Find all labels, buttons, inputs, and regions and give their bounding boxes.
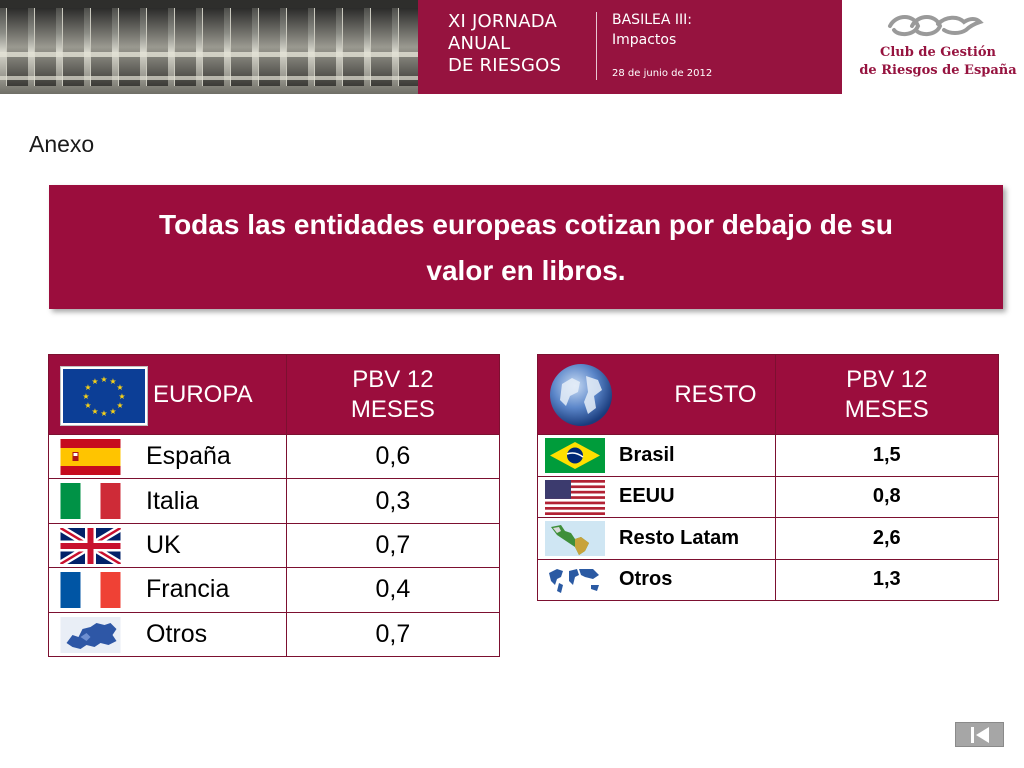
pbv-header-line: PBV 12: [846, 365, 928, 393]
spain-flag-icon: [60, 439, 121, 475]
svg-text:★: ★: [91, 377, 98, 386]
resto-pbv-table: RESTO PBV 12 MESES Brasil 1,5: [537, 354, 1000, 601]
first-slide-icon: [970, 727, 989, 743]
table-header-row: ★ ★ ★ ★ ★ ★ ★ ★ ★ ★ ★ ★ EUROPA PBV 12 MESES: [48, 354, 501, 435]
svg-text:★: ★: [91, 407, 98, 416]
svg-text:★: ★: [100, 409, 107, 418]
country-cell: EEUU: [537, 475, 776, 518]
pbv-header-cell: PBV 12 MESES: [285, 354, 501, 435]
headline-line: Todas las entidades europeas cotizan por…: [159, 209, 893, 240]
world-map-icon: [545, 562, 605, 598]
club-logo-icon: [888, 15, 984, 37]
section-label: Anexo: [29, 131, 95, 157]
country-name: Otros: [146, 619, 208, 648]
svg-text:★: ★: [82, 392, 89, 401]
organizer-logo-area: [842, 0, 1024, 94]
event-title-line: ANUAL: [448, 33, 511, 54]
europe-map-icon: [60, 616, 121, 653]
country-cell: Resto Latam: [537, 517, 776, 560]
event-title: XI JORNADA ANUAL DE RIESGOS: [448, 11, 561, 77]
country-name: Otros: [619, 568, 673, 591]
europa-header-cell: ★ ★ ★ ★ ★ ★ ★ ★ ★ ★ ★ ★ EUROPA: [48, 354, 287, 435]
svg-text:★: ★: [100, 375, 107, 384]
event-date: 28 de junio de 2012: [612, 68, 713, 79]
building-photo: [0, 0, 418, 94]
svg-text:★: ★: [84, 401, 91, 410]
table-row: UK 0,7: [48, 522, 501, 569]
event-title-line: DE RIESGOS: [448, 55, 562, 76]
eu-flag-icon: ★ ★ ★ ★ ★ ★ ★ ★ ★ ★ ★ ★: [60, 366, 148, 426]
country-cell: Italia: [48, 478, 287, 524]
country-name: UK: [146, 530, 181, 559]
pbv-value: 1,3: [774, 558, 1000, 601]
resto-header-cell: RESTO: [537, 354, 776, 435]
country-name: Italia: [146, 486, 199, 515]
europa-pbv-table: ★ ★ ★ ★ ★ ★ ★ ★ ★ ★ ★ ★ EUROPA PBV 12 MESES Espa…: [48, 354, 501, 657]
table-row: España 0,6: [48, 433, 501, 480]
organizer-name-line: de Riesgos de España: [859, 63, 1017, 78]
resto-header-label: RESTO: [674, 380, 757, 408]
first-slide-button[interactable]: [955, 722, 1004, 747]
pbv-value: 0,3: [285, 478, 501, 524]
event-title-line: XI JORNADA: [448, 11, 557, 32]
organizer-name: Club de Gestión de Riesgos de España: [858, 44, 1018, 80]
svg-text:★: ★: [116, 401, 123, 410]
latam-map-icon: [545, 521, 605, 556]
header-banner: XI JORNADA ANUAL DE RIESGOS BASILEA III:…: [0, 0, 1024, 94]
pbv-value: 1,5: [774, 434, 1000, 477]
pbv-value: 0,7: [285, 611, 501, 657]
country-cell: Brasil: [537, 434, 776, 477]
country-cell: España: [48, 433, 287, 480]
country-name: España: [146, 442, 231, 471]
pbv-header-cell: PBV 12 MESES: [774, 354, 1000, 435]
svg-text:★: ★: [109, 377, 116, 386]
table-row: Italia 0,3: [48, 478, 501, 524]
country-name: Brasil: [619, 443, 675, 466]
pbv-header-line: PBV 12: [352, 365, 434, 393]
pbv-value: 0,4: [285, 567, 501, 613]
italy-flag-icon: [60, 483, 121, 520]
country-cell: Francia: [48, 567, 287, 613]
svg-text:★: ★: [116, 383, 123, 392]
table-header-row: RESTO PBV 12 MESES: [537, 354, 1000, 435]
headline-line: valor en libros.: [426, 255, 626, 286]
headline-box: Todas las entidades europeas cotizan por…: [49, 185, 1003, 309]
country-name: Francia: [146, 575, 230, 604]
table-row: EEUU 0,8: [537, 475, 1000, 518]
pbv-value: 2,6: [774, 517, 1000, 560]
table-row: Otros 1,3: [537, 558, 1000, 601]
table-row: Otros 0,7: [48, 611, 501, 657]
pbv-value: 0,7: [285, 522, 501, 569]
svg-text:★: ★: [118, 392, 125, 401]
pbv-header-line: MESES: [350, 395, 435, 423]
event-subtitle: BASILEA III: Impactos: [612, 10, 692, 50]
usa-flag-icon: [545, 479, 605, 515]
country-name: Resto Latam: [619, 526, 740, 549]
uk-flag-icon: [60, 527, 121, 564]
globe-icon: [550, 364, 612, 426]
country-name: EEUU: [619, 485, 675, 508]
svg-text:★: ★: [84, 383, 91, 392]
europa-header-label: EUROPA: [153, 380, 253, 408]
country-cell: Otros: [537, 558, 776, 601]
table-row: Resto Latam 2,6: [537, 517, 1000, 560]
brazil-flag-icon: [545, 438, 605, 473]
pbv-header-line: MESES: [844, 395, 929, 423]
france-flag-icon: [60, 572, 121, 609]
organizer-name-line: Club de Gestión: [880, 45, 996, 60]
country-cell: Otros: [48, 611, 287, 657]
event-subtitle-line: Impactos: [612, 32, 677, 48]
table-row: Brasil 1,5: [537, 434, 1000, 477]
banner-title-area: [418, 0, 842, 94]
country-cell: UK: [48, 522, 287, 569]
event-subtitle-line: BASILEA III:: [612, 12, 692, 28]
banner-divider: [596, 12, 597, 80]
svg-text:★: ★: [109, 407, 116, 416]
table-row: Francia 0,4: [48, 567, 501, 613]
pbv-value: 0,8: [774, 475, 1000, 518]
pbv-value: 0,6: [285, 433, 501, 480]
